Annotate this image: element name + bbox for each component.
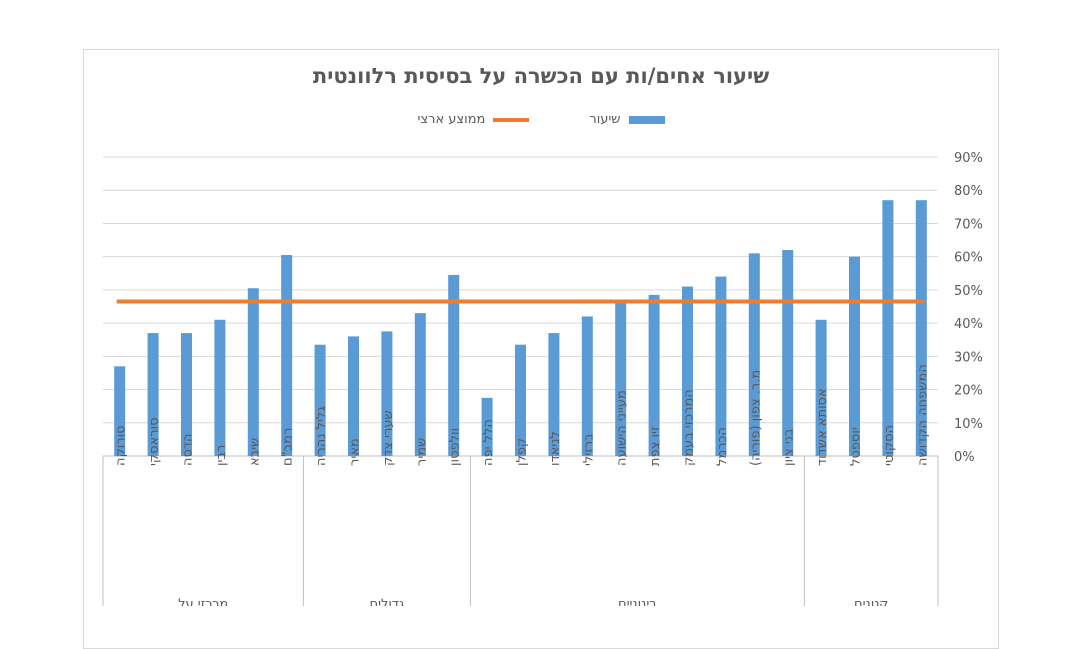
bar	[615, 301, 627, 456]
bar	[849, 256, 860, 456]
bar	[515, 344, 526, 456]
bar	[448, 274, 460, 456]
x-tick-label: בני ציון	[782, 429, 797, 466]
x-tick-label: סורוקה	[114, 425, 129, 466]
bar	[181, 333, 192, 456]
bar	[481, 397, 493, 456]
legend-swatch-average	[493, 117, 530, 122]
x-tick-label: הדסה	[181, 433, 196, 466]
x-tick-label: יוספטל	[849, 427, 864, 466]
bar	[381, 331, 393, 456]
y-tick-label: 70%	[954, 217, 983, 232]
bar	[815, 319, 827, 456]
y-tick-label: 20%	[954, 384, 983, 399]
x-tick-label: שמיר	[414, 438, 429, 466]
legend-item-rate: שיעור	[589, 112, 665, 127]
x-tick-label: שיבא	[247, 438, 262, 466]
y-tick-label: 30%	[954, 350, 983, 365]
x-tick-label: המשפחה הקדושה	[915, 364, 930, 466]
x-tick-label: רמב"ם	[281, 428, 296, 466]
chart-area	[83, 49, 999, 649]
bar	[114, 366, 126, 456]
y-tick-label: 10%	[954, 417, 983, 432]
x-tick-label: לניאדו	[548, 431, 563, 466]
bar	[682, 286, 693, 456]
y-tick-label: 60%	[954, 251, 983, 266]
y-tick-label: 80%	[954, 184, 983, 199]
group-label: בינוניים	[618, 597, 657, 606]
group-label: קטנים	[854, 597, 888, 606]
bar	[715, 276, 727, 456]
group-label: גדולים	[369, 597, 404, 606]
legend: שיעור ממוצע ארצי	[83, 112, 999, 127]
x-tick-label: המרכזי בעמק	[682, 389, 697, 466]
bar	[548, 333, 560, 456]
x-tick-label: הכרמל	[715, 427, 730, 466]
bar	[581, 316, 593, 456]
bar	[648, 294, 660, 456]
legend-item-average: ממוצע ארצי	[418, 112, 530, 127]
x-tick-label: וולפסון	[448, 428, 463, 466]
bar	[281, 255, 293, 456]
y-tick-label: 90%	[954, 151, 983, 166]
x-tick-label: הסקוטי	[882, 425, 897, 466]
bar	[214, 319, 226, 456]
chart-title: שיעור אחים/ות עם הכשרה על בסיסית רלוונטי…	[312, 64, 770, 88]
x-tick-label: גליל נהריה	[314, 406, 329, 466]
x-tick-label: הלל יפה	[481, 419, 496, 466]
x-tick-label: סוראסקי	[147, 417, 162, 466]
bar	[748, 253, 760, 456]
bar	[414, 313, 426, 456]
y-tick-label: 50%	[954, 284, 983, 299]
legend-swatch-rate	[628, 115, 665, 124]
bar	[915, 200, 927, 456]
x-tick-label: קפלן	[515, 438, 530, 466]
x-tick-label: אסותא אשדוד	[815, 388, 830, 466]
bar	[247, 288, 259, 456]
y-tick-label: 40%	[954, 317, 983, 332]
y-tick-label: 0%	[954, 450, 975, 465]
x-tick-label: מעייני הישועה	[615, 390, 630, 466]
legend-label-rate: שיעור	[589, 112, 621, 127]
plot-svg: 0% 10% 20% 30% 40% 50% 60% 70% 80% 90% המשפחה הקדו…	[102, 151, 983, 606]
x-tick-label: מ.ר. צפון (פוריה)	[748, 370, 763, 466]
x-tick-label: מאיר	[348, 438, 363, 466]
bar	[348, 336, 359, 456]
x-tick-label: שערי צדק	[381, 410, 396, 466]
bar	[147, 333, 159, 456]
bar	[314, 344, 326, 456]
x-tick-label: רבין	[214, 445, 229, 466]
x-tick-label: זיו צפת	[648, 427, 663, 466]
legend-label-average: ממוצע ארצי	[417, 112, 486, 127]
bar	[782, 250, 794, 456]
bar	[882, 200, 894, 456]
x-tick-label: ברזילי	[581, 433, 596, 466]
group-label: מרכזי על	[178, 597, 228, 606]
